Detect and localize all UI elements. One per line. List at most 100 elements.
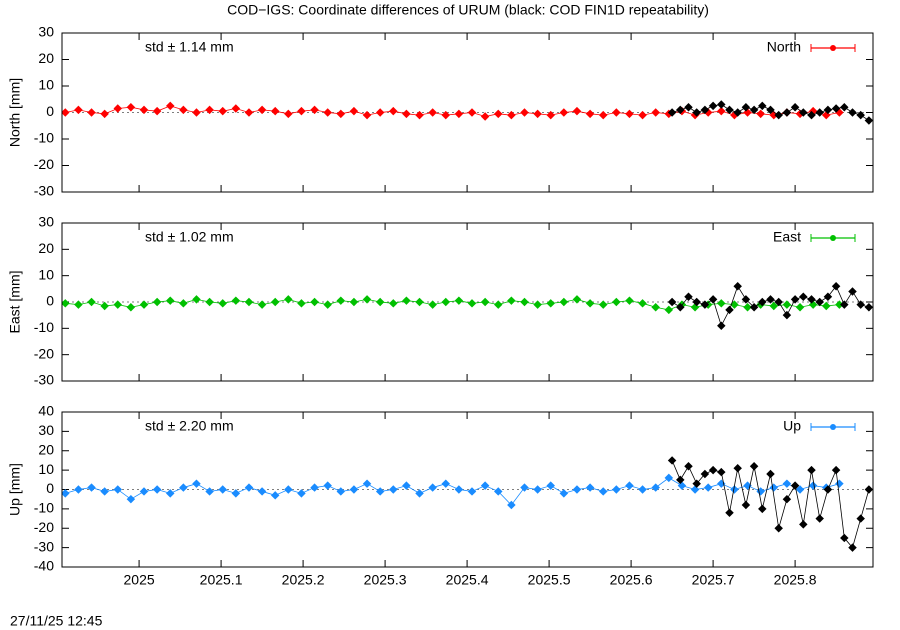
data-point (375, 487, 385, 496)
data-point (454, 485, 464, 494)
data-point (823, 292, 833, 301)
data-point (336, 487, 346, 496)
data-point (428, 108, 437, 117)
data-point (664, 305, 674, 315)
y-tick-label: 0 (46, 103, 54, 119)
data-point (402, 109, 411, 119)
data-point (389, 299, 398, 308)
legend-label: North (767, 39, 801, 55)
data-point (815, 514, 824, 523)
data-point (113, 485, 123, 494)
data-point (856, 110, 865, 120)
data-point (244, 297, 254, 307)
data-point (598, 300, 608, 309)
data-point (717, 467, 726, 477)
data-point (864, 303, 873, 312)
series (62, 295, 844, 315)
data-point (179, 105, 188, 115)
data-point (100, 109, 109, 119)
data-point (717, 299, 726, 308)
data-point (231, 489, 241, 498)
data-point (766, 469, 775, 479)
data-point (179, 299, 188, 308)
y-tick-label: -30 (34, 372, 54, 388)
data-point (559, 489, 569, 498)
data-point (257, 300, 267, 309)
y-tick-label: -40 (34, 558, 54, 574)
data-point (795, 485, 805, 494)
data-point (822, 301, 831, 311)
data-point (270, 297, 280, 307)
data-point (700, 469, 710, 479)
data-point (782, 310, 792, 320)
data-point (533, 109, 542, 119)
data-point (756, 109, 765, 119)
data-point (676, 303, 685, 312)
data-point (402, 481, 411, 490)
data-point (310, 105, 319, 115)
data-point (152, 106, 162, 116)
data-point (546, 299, 555, 308)
data-point (205, 105, 214, 115)
data-point (572, 295, 582, 304)
data-point (782, 300, 792, 309)
data-point (415, 297, 424, 307)
data-point (612, 297, 621, 307)
data-point (585, 299, 595, 308)
data-point (415, 110, 424, 120)
data-point (782, 479, 792, 488)
data-point (848, 287, 857, 296)
data-point (113, 104, 123, 113)
data-point (62, 489, 70, 498)
data-point (708, 101, 718, 111)
data-point (651, 303, 660, 312)
data-point (349, 485, 359, 494)
data-point (774, 110, 783, 120)
data-point (520, 108, 529, 117)
data-point (758, 504, 767, 514)
data-point (546, 110, 555, 120)
y-tick-label: 10 (38, 77, 54, 93)
data-point (756, 487, 765, 496)
data-point (769, 483, 779, 492)
y-tick-label: 20 (38, 441, 54, 457)
data-point (192, 479, 201, 488)
data-point (864, 485, 873, 494)
legend-label: East (773, 229, 801, 245)
data-point (795, 303, 805, 312)
series (667, 456, 873, 552)
data-point (467, 487, 477, 496)
data-point (480, 481, 490, 490)
data-point (725, 305, 734, 315)
data-point (840, 102, 849, 112)
annotation: std ± 2.20 mm (145, 418, 234, 434)
data-point (520, 483, 529, 492)
data-point (559, 108, 569, 117)
data-point (441, 110, 451, 120)
y-tick-label: -10 (34, 319, 54, 335)
data-point (598, 487, 608, 496)
data-point (749, 462, 759, 471)
data-point (349, 106, 359, 116)
data-point (467, 299, 477, 308)
data-point (192, 108, 201, 117)
data-point (126, 102, 136, 112)
y-tick-label: -20 (34, 519, 54, 535)
y-tick-label: -20 (34, 156, 54, 172)
data-point (231, 104, 241, 113)
data-point (790, 102, 800, 112)
data-point (323, 108, 332, 117)
data-point (323, 481, 332, 490)
data-point (205, 297, 214, 307)
data-point (774, 524, 783, 533)
data-point (733, 463, 742, 473)
data-point (758, 101, 767, 111)
data-point (743, 303, 752, 312)
data-point (840, 300, 849, 309)
data-point (835, 300, 844, 309)
data-point (297, 299, 306, 308)
y-tick-label: 30 (38, 24, 54, 40)
x-tick-label: 2025.7 (692, 572, 735, 588)
data-point (284, 485, 293, 494)
data-point (152, 485, 162, 494)
